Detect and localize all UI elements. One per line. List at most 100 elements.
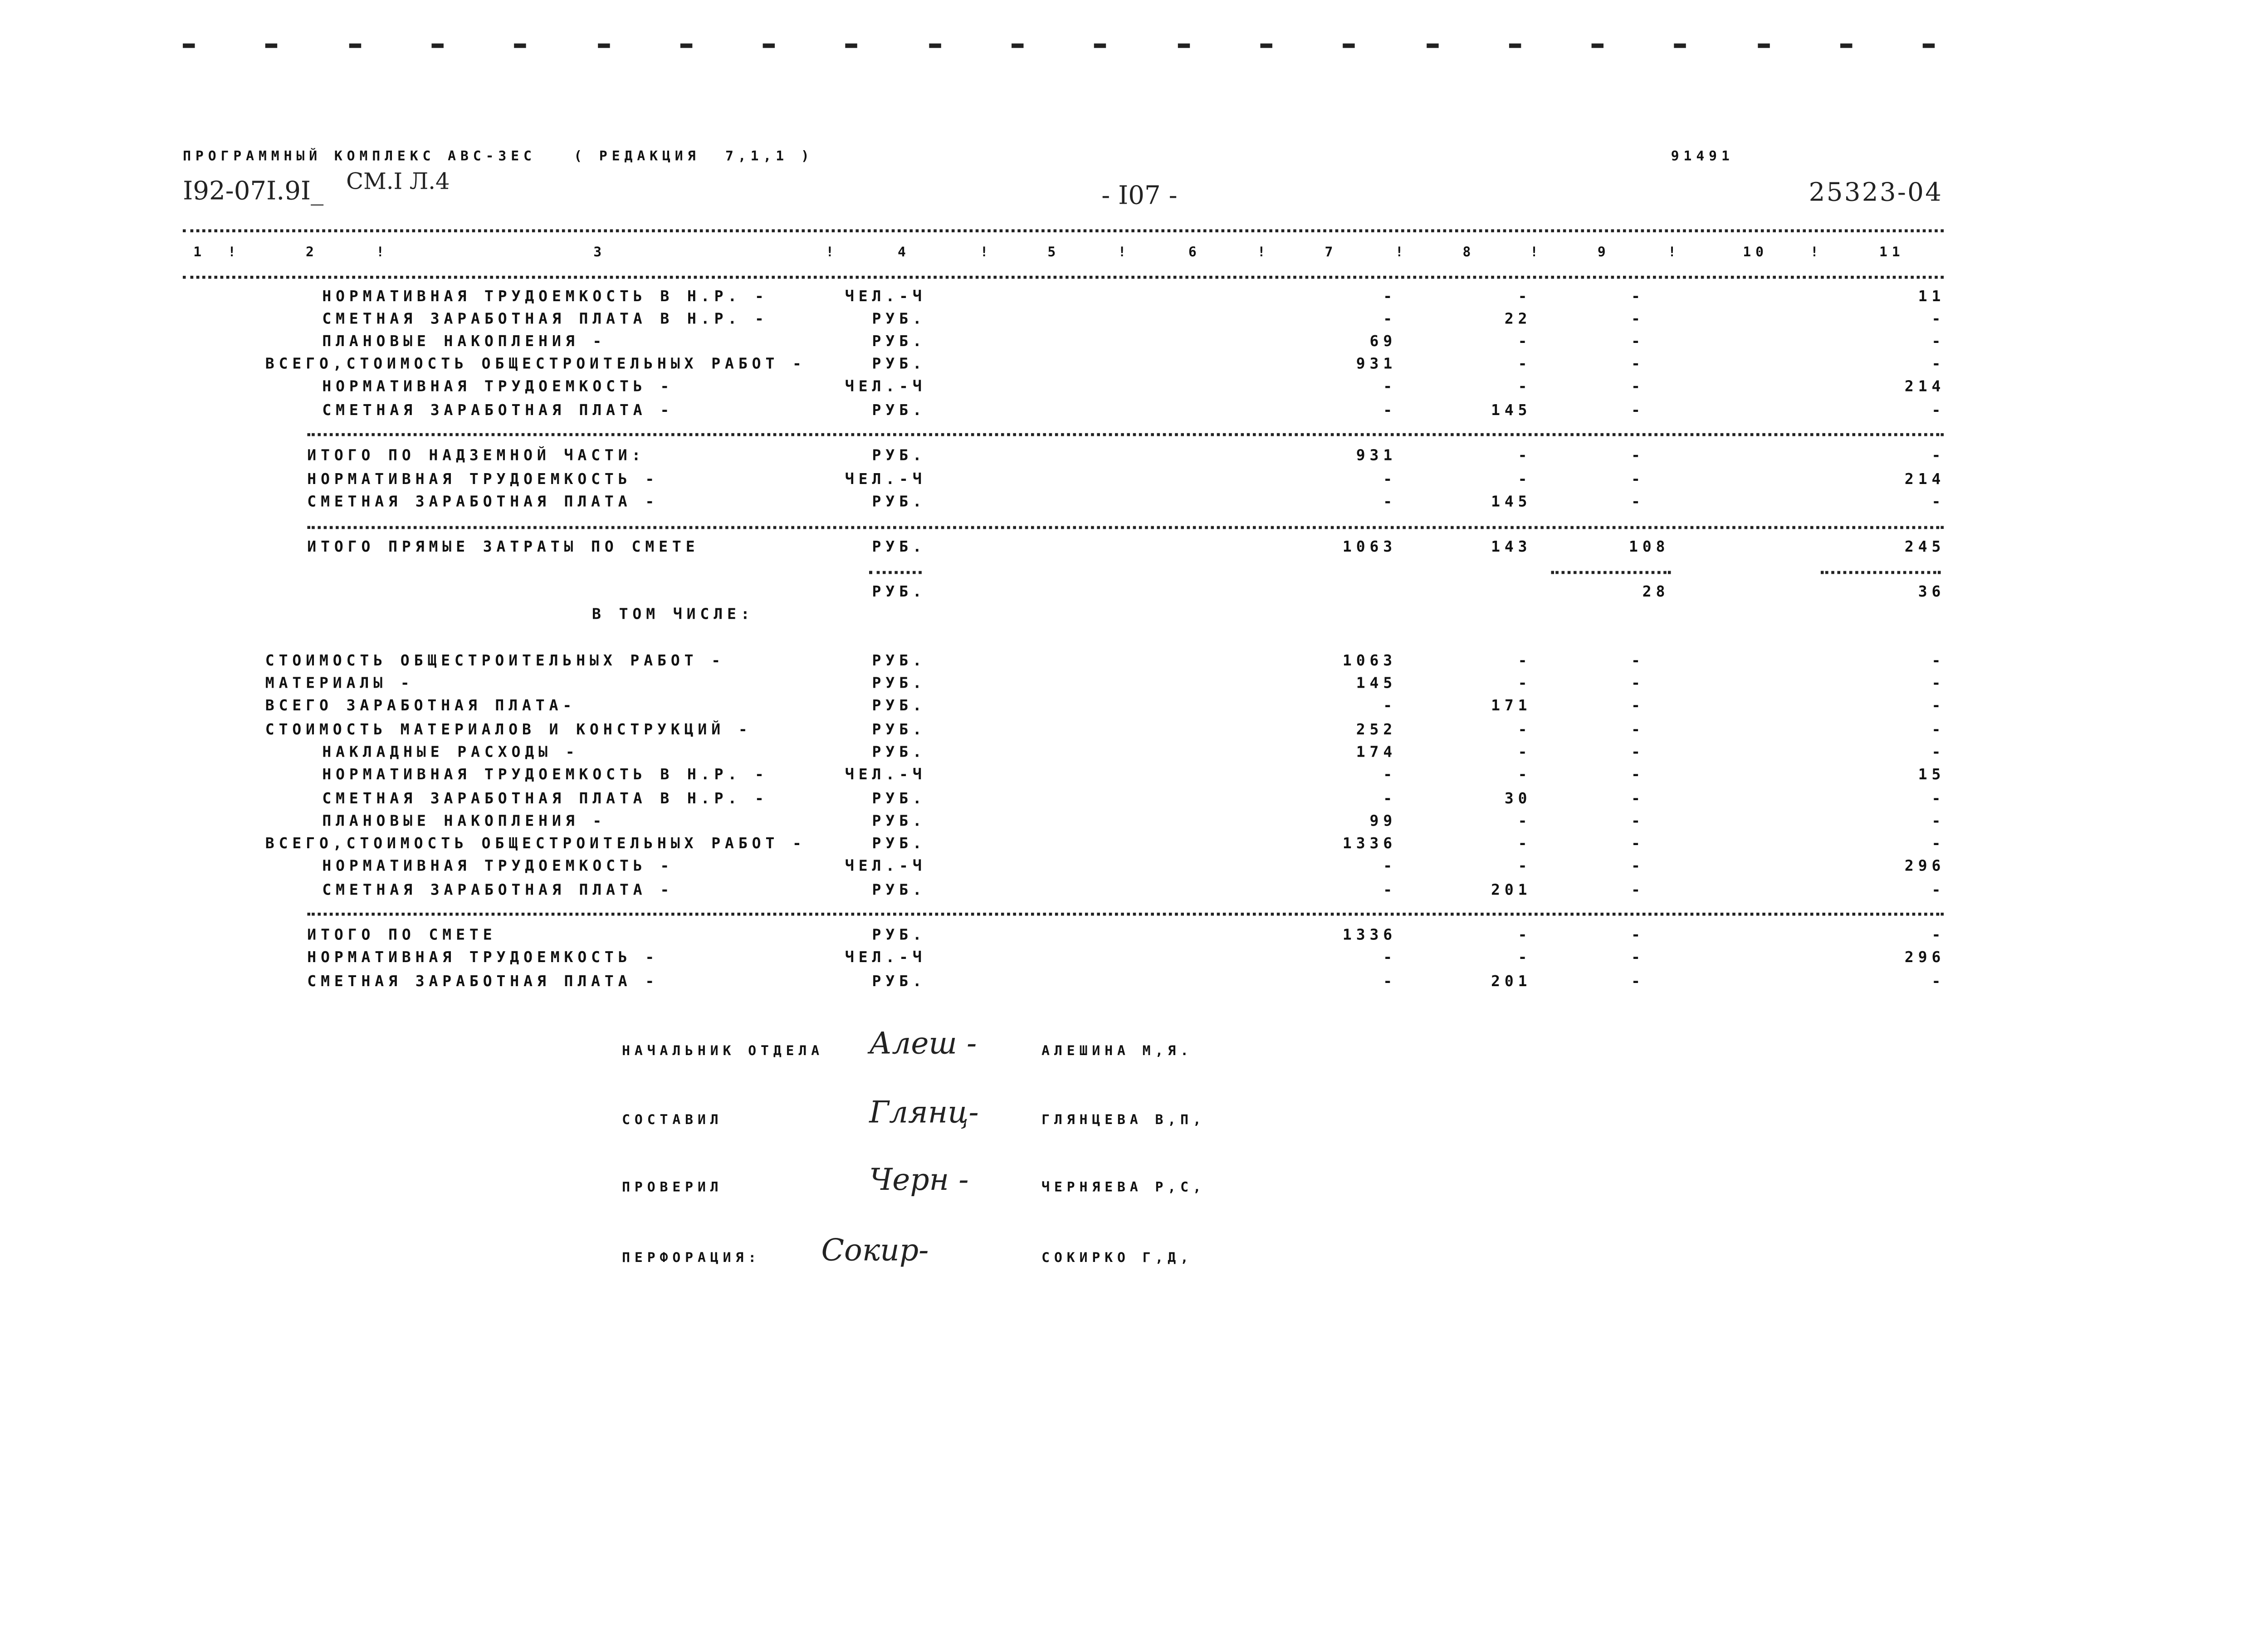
row-label: НОРМАТИВНАЯ ТРУДОЕМКОСТЬ В Н.Р. - bbox=[322, 289, 768, 306]
row-col8: 145 bbox=[1491, 403, 1532, 420]
row-col8: - bbox=[1518, 744, 1532, 762]
row-unit: РУБ. bbox=[872, 494, 926, 511]
row-col11: - bbox=[1931, 813, 1945, 831]
row-col9: - bbox=[1631, 676, 1645, 693]
row-col9: - bbox=[1631, 974, 1645, 991]
row-col11: - bbox=[1931, 791, 1945, 808]
row-col9: - bbox=[1631, 312, 1645, 328]
underline-dashes bbox=[869, 571, 922, 574]
row-unit: РУБ. bbox=[872, 676, 926, 693]
row-col8: - bbox=[1518, 676, 1532, 693]
handwritten-signature: Глянц- bbox=[869, 1094, 979, 1130]
row-col9: - bbox=[1631, 722, 1645, 739]
column-header: ! bbox=[1257, 245, 1270, 261]
column-header: ! bbox=[1668, 245, 1681, 261]
row-col9: - bbox=[1631, 950, 1645, 967]
row-col7: - bbox=[1383, 698, 1397, 715]
row-label: СМЕТНАЯ ЗАРАБОТНАЯ ПЛАТА В Н.Р. - bbox=[322, 791, 768, 808]
doc-code: 91491 bbox=[1671, 150, 1734, 165]
project-number: 25323-04 bbox=[1809, 178, 1943, 209]
column-header: ! bbox=[1810, 245, 1823, 261]
signature-role: НАЧАЛЬНИК ОТДЕЛА bbox=[622, 1044, 824, 1060]
row-col11: - bbox=[1931, 882, 1945, 900]
row-col8: 143 bbox=[1491, 539, 1532, 556]
row-col11: - bbox=[1931, 448, 1945, 465]
row-col7: - bbox=[1383, 974, 1397, 991]
row-col9: - bbox=[1631, 653, 1645, 670]
row-col11: - bbox=[1931, 334, 1945, 351]
column-header: 5 bbox=[1047, 245, 1061, 261]
row-col8: - bbox=[1518, 448, 1532, 465]
row-col9: - bbox=[1631, 744, 1645, 762]
scan-dash-mark bbox=[1674, 43, 1687, 48]
row-label: СТОИМОСТЬ ОБЩЕСТРОИТЕЛЬНЫХ РАБОТ - bbox=[265, 653, 725, 670]
signature-name: ГЛЯНЦЕВА В,П, bbox=[1041, 1113, 1206, 1129]
column-header: ! bbox=[980, 245, 993, 261]
row-unit: ЧЕЛ.-Ч bbox=[845, 767, 926, 784]
row-col8: - bbox=[1518, 767, 1532, 784]
row-col9: 28 bbox=[1642, 584, 1670, 601]
row-col9: - bbox=[1631, 357, 1645, 373]
row-col7: - bbox=[1383, 312, 1397, 328]
column-header: 8 bbox=[1462, 245, 1476, 261]
row-col11: 36 bbox=[1918, 584, 1945, 601]
row-label: ИТОГО ПРЯМЫЕ ЗАТРАТЫ ПО СМЕТЕ bbox=[307, 539, 699, 556]
row-col8: 201 bbox=[1491, 974, 1532, 991]
scan-dash-mark bbox=[1012, 43, 1024, 48]
row-col8: - bbox=[1518, 334, 1532, 351]
column-header: 7 bbox=[1325, 245, 1338, 261]
row-col7: 931 bbox=[1356, 357, 1397, 373]
scan-dash-mark bbox=[846, 43, 858, 48]
row-unit: РУБ. bbox=[872, 836, 926, 853]
signature-role: СОСТАВИЛ bbox=[622, 1113, 723, 1129]
column-header: 11 bbox=[1879, 245, 1905, 261]
separator-line bbox=[183, 229, 1944, 233]
row-label: ПЛАНОВЫЕ НАКОПЛЕНИЯ - bbox=[322, 334, 606, 351]
row-col7: - bbox=[1383, 950, 1397, 967]
row-col8: - bbox=[1518, 472, 1532, 489]
row-col7: - bbox=[1383, 791, 1397, 808]
row-col11: - bbox=[1931, 312, 1945, 328]
row-col7: 1336 bbox=[1342, 836, 1397, 853]
column-header: 9 bbox=[1597, 245, 1610, 261]
scan-dash-mark bbox=[763, 43, 775, 48]
row-label: НОРМАТИВНАЯ ТРУДОЕМКОСТЬ - bbox=[322, 859, 674, 875]
scan-dash-mark bbox=[1343, 43, 1355, 48]
row-col8: - bbox=[1518, 813, 1532, 831]
row-unit: РУБ. bbox=[872, 722, 926, 739]
row-col7: 99 bbox=[1369, 813, 1397, 831]
row-col7: 1063 bbox=[1342, 539, 1397, 556]
row-col11: 296 bbox=[1904, 859, 1945, 875]
row-unit: ЧЕЛ.-Ч bbox=[845, 472, 926, 489]
row-col7: - bbox=[1383, 767, 1397, 784]
handwritten-signature: Алеш - bbox=[869, 1025, 977, 1061]
row-col11: - bbox=[1931, 403, 1945, 420]
row-col9: - bbox=[1631, 289, 1645, 306]
row-col7: 1063 bbox=[1342, 653, 1397, 670]
row-col9: - bbox=[1631, 928, 1645, 944]
separator-line bbox=[307, 913, 1944, 916]
column-header: 1 bbox=[193, 245, 206, 261]
row-col7: - bbox=[1383, 289, 1397, 306]
underline-dashes bbox=[1821, 571, 1941, 574]
row-col9: - bbox=[1631, 334, 1645, 351]
row-label: НАКЛАДНЫЕ РАСХОДЫ - bbox=[322, 744, 579, 762]
row-label: СМЕТНАЯ ЗАРАБОТНАЯ ПЛАТА - bbox=[322, 882, 674, 900]
row-col7: 174 bbox=[1356, 744, 1397, 762]
row-col9: - bbox=[1631, 403, 1645, 420]
row-col9: - bbox=[1631, 836, 1645, 853]
program-line: ПРОГРАММНЫЙ КОМПЛЕКС АВС-3ЕС ( РЕДАКЦИЯ … bbox=[183, 150, 814, 165]
row-unit: ЧЕЛ.-Ч bbox=[845, 289, 926, 306]
row-unit: РУБ. bbox=[872, 791, 926, 808]
row-col11: 214 bbox=[1904, 379, 1945, 396]
row-col11: - bbox=[1931, 357, 1945, 373]
row-col8: - bbox=[1518, 289, 1532, 306]
row-col8: - bbox=[1518, 722, 1532, 739]
row-col8: - bbox=[1518, 653, 1532, 670]
row-col7: - bbox=[1383, 472, 1397, 489]
row-unit: РУБ. bbox=[872, 744, 926, 762]
row-col11: - bbox=[1931, 974, 1945, 991]
row-unit: РУБ. bbox=[872, 403, 926, 420]
sheet-ref: СМ.I Л.4 bbox=[346, 168, 450, 195]
scan-dash-mark bbox=[431, 43, 444, 48]
